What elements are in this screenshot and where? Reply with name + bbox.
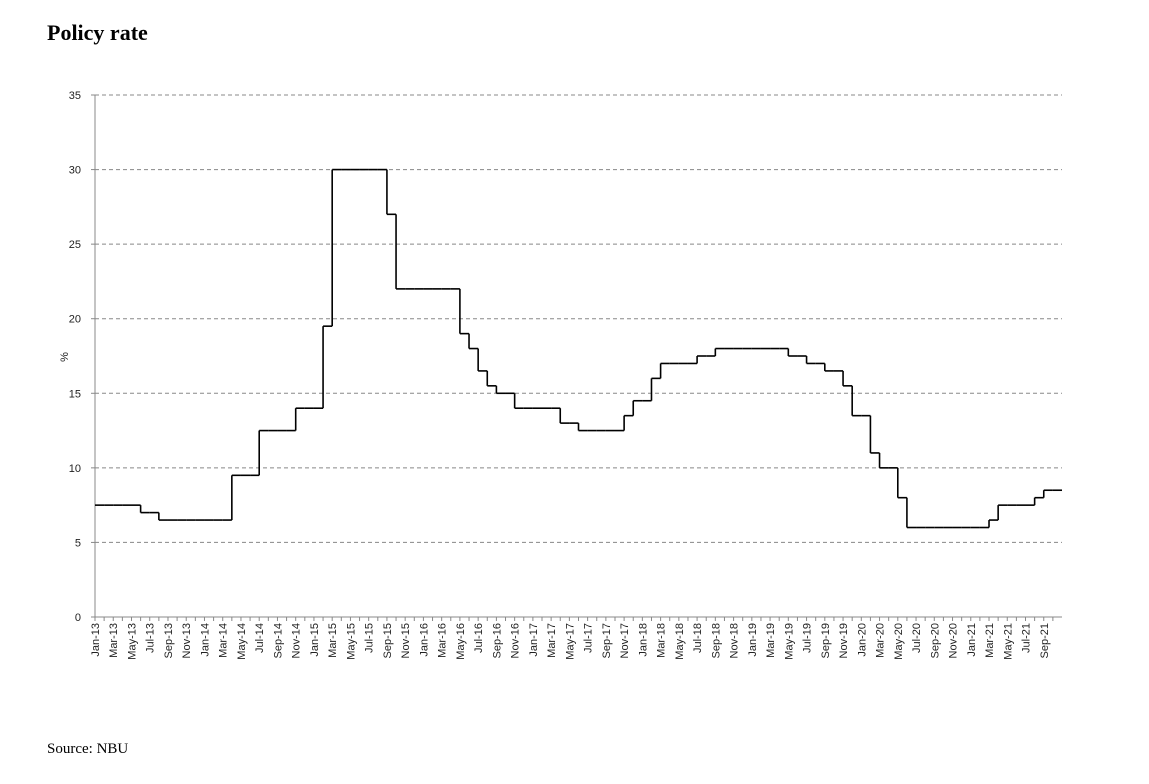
x-tick-label: May-15 (345, 623, 357, 660)
x-tick-label: Nov-18 (729, 623, 741, 658)
x-tick-label: Sep-16 (491, 623, 503, 658)
x-tick-label: Sep-18 (710, 623, 722, 658)
x-tick-label: Mar-20 (875, 623, 887, 658)
x-tick-label: Sep-13 (163, 623, 175, 658)
y-tick-label: 30 (69, 165, 81, 177)
x-tick-label: Jul-19 (802, 623, 814, 653)
x-tick-label: Nov-15 (400, 623, 412, 658)
x-tick-label: Sep-15 (382, 623, 394, 658)
y-tick-label: 35 (69, 90, 81, 102)
y-tick-label: 15 (69, 388, 81, 400)
x-tick-label: Jan-17 (528, 623, 540, 657)
y-tick-label: 10 (69, 463, 81, 475)
x-tick-label: May-14 (236, 623, 248, 660)
x-tick-label: Nov-14 (291, 623, 303, 658)
x-tick-label: May-20 (893, 623, 905, 660)
x-tick-label: Sep-21 (1039, 623, 1051, 658)
y-tick-label: 0 (75, 612, 81, 624)
x-tick-label: Jan-15 (309, 623, 321, 657)
y-axis-label: % (59, 352, 71, 362)
x-tick-label: Nov-13 (181, 623, 193, 658)
x-tick-label: Sep-14 (272, 623, 284, 658)
chart-title: Policy rate (47, 20, 148, 45)
x-tick-label: Sep-20 (929, 623, 941, 658)
x-tick-label: Sep-19 (820, 623, 832, 658)
x-tick-label: Jan-13 (90, 623, 102, 657)
x-tick-label: May-21 (1002, 623, 1014, 660)
x-tick-label: Mar-17 (546, 623, 558, 658)
x-tick-label: Nov-20 (948, 623, 960, 658)
x-tick-label: Nov-17 (619, 623, 631, 658)
x-tick-label: Jul-18 (692, 623, 704, 653)
x-tick-label: Jul-15 (364, 623, 376, 653)
x-tick-label: Jul-21 (1021, 623, 1033, 653)
x-tick-label: May-16 (455, 623, 467, 660)
x-tick-label: May-13 (126, 623, 138, 660)
x-tick-label: Mar-13 (108, 623, 120, 658)
x-tick-label: Jan-20 (856, 623, 868, 657)
x-tick-label: Sep-17 (601, 623, 613, 658)
x-tick-label: Mar-14 (218, 623, 230, 658)
x-tick-label: Jul-17 (583, 623, 595, 653)
x-tick-label: Jan-14 (199, 623, 211, 657)
x-tick-label: May-17 (564, 623, 576, 660)
source-note: Source: NBU (47, 741, 128, 757)
x-tick-label: Jan-21 (966, 623, 978, 657)
x-tick-label: May-18 (674, 623, 686, 660)
x-tick-label: Mar-15 (327, 623, 339, 658)
x-tick-label: Jul-14 (254, 623, 266, 653)
x-tick-label: Mar-18 (656, 623, 668, 658)
x-tick-label: Jan-18 (637, 623, 649, 657)
y-tick-label: 20 (69, 314, 81, 326)
x-tick-label: Nov-16 (510, 623, 522, 658)
x-tick-label: Jul-13 (145, 623, 157, 653)
x-tick-label: May-19 (783, 623, 795, 660)
x-tick-label: Mar-16 (437, 623, 449, 658)
x-tick-label: Mar-19 (765, 623, 777, 658)
y-tick-label: 25 (69, 239, 81, 251)
x-tick-label: Jul-16 (473, 623, 485, 653)
x-tick-label: Jan-19 (747, 623, 759, 657)
y-tick-label: 5 (75, 537, 81, 549)
x-tick-label: Jan-16 (418, 623, 430, 657)
x-tick-label: Mar-21 (984, 623, 996, 658)
x-tick-label: Nov-19 (838, 623, 850, 658)
x-tick-label: Jul-20 (911, 623, 923, 653)
